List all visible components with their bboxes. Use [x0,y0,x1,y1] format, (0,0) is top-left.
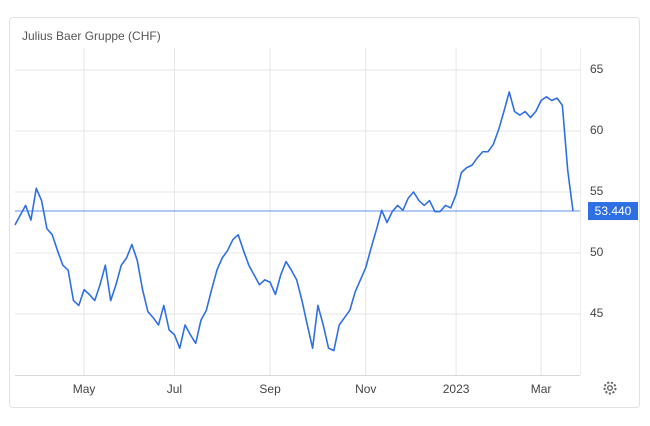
x-tick-label: Sep [259,382,281,396]
x-tick-label: May [73,382,96,396]
x-tick-label: Nov [355,382,376,396]
chart-frame [9,17,640,408]
y-tick-label: 45 [590,306,604,320]
y-tick-label: 65 [590,62,604,76]
y-tick-label: 50 [590,245,604,259]
last-value-label: 53.440 [595,204,632,218]
settings-icon[interactable] [603,381,617,395]
x-tick-label: Mar [531,382,552,396]
chart-title: Julius Baer Gruppe (CHF) [22,29,161,43]
x-tick-label: Jul [167,382,182,396]
y-tick-label: 60 [590,123,604,137]
price-line [14,91,574,352]
last-value-box [588,202,638,221]
x-tick-label: 2023 [443,382,470,396]
y-tick-label: 55 [590,184,604,198]
